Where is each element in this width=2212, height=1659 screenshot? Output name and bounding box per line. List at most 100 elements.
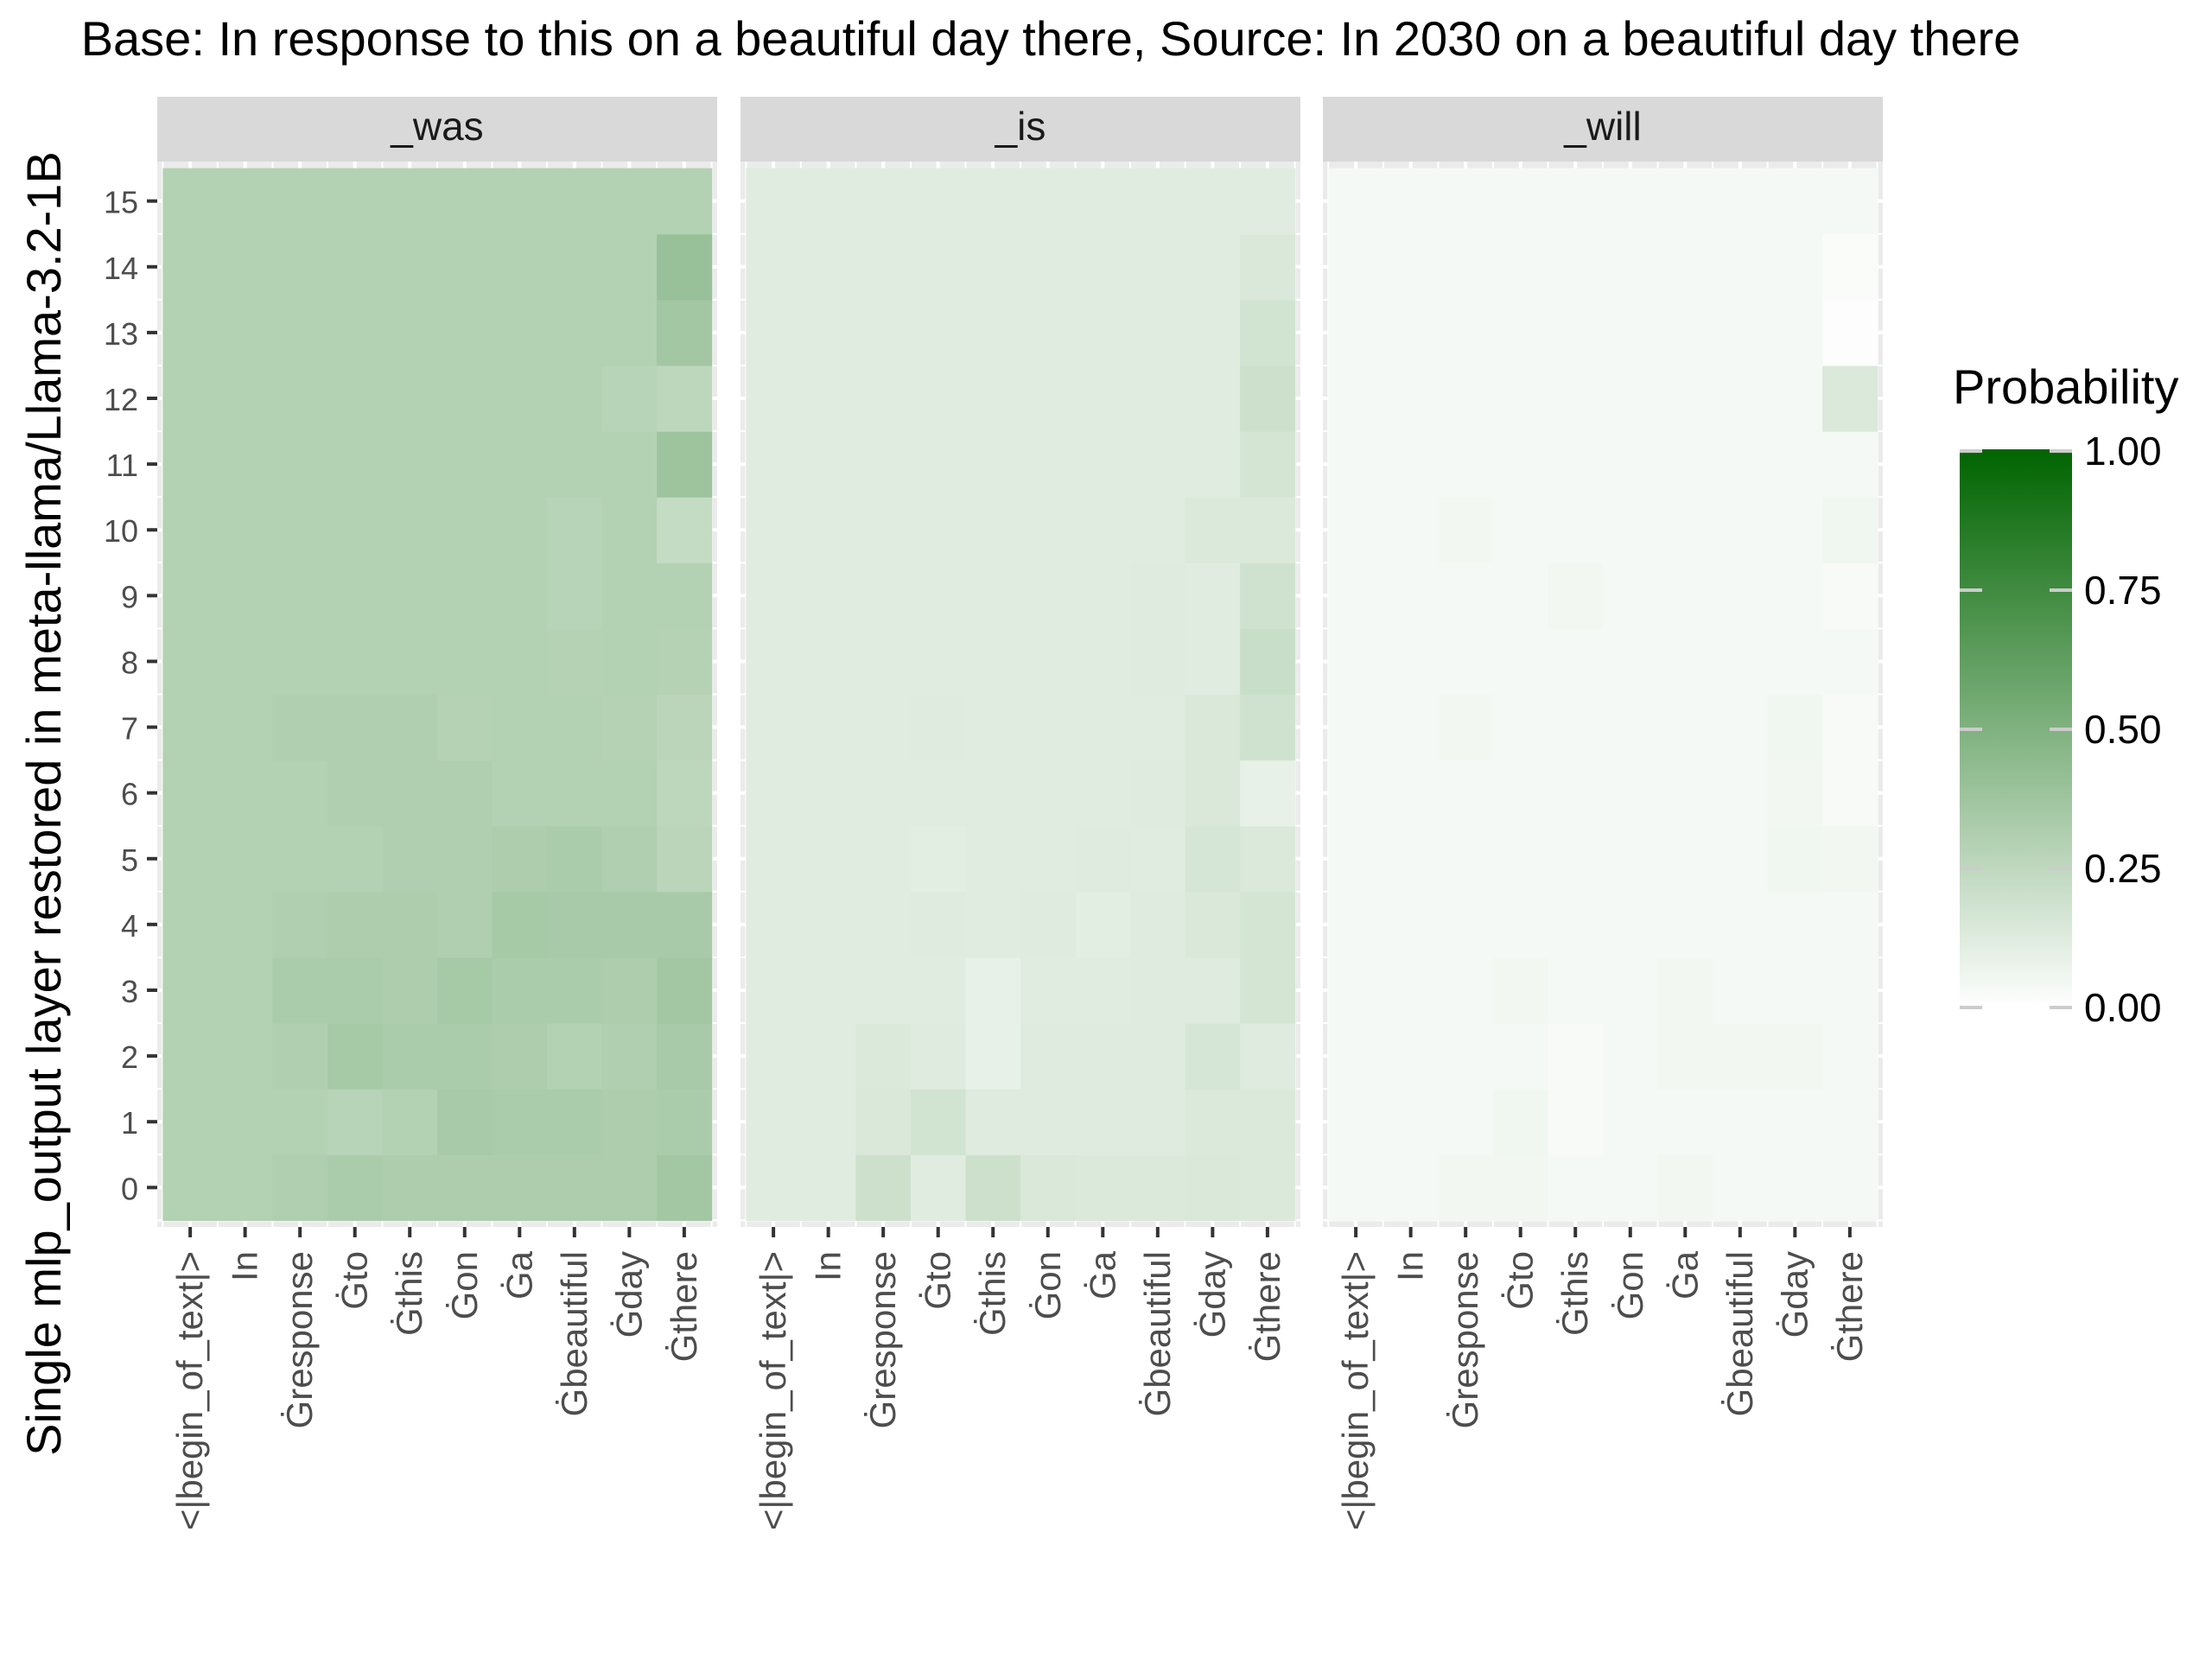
heatmap-cell (657, 168, 713, 235)
heatmap-cell (492, 168, 548, 235)
heatmap-cell (1185, 1089, 1241, 1155)
heatmap-cell (437, 497, 493, 563)
heatmap-cell (1382, 694, 1440, 761)
heatmap-cell (1438, 431, 1494, 498)
heatmap-cell (1492, 957, 1549, 1024)
heatmap-cell (1767, 891, 1823, 958)
heatmap-cell (1328, 365, 1384, 432)
x-tick-label: Ġresponse (1445, 1251, 1485, 1428)
heatmap-cell (327, 825, 384, 893)
heatmap-cell (1075, 233, 1131, 301)
heatmap-cell (1492, 891, 1549, 958)
legend-tick-label: 1.00 (2084, 429, 2162, 474)
heatmap-cell (1548, 1154, 1604, 1221)
heatmap-cell (1130, 563, 1186, 629)
x-tick-label: In (1390, 1251, 1431, 1281)
heatmap-cell (1020, 628, 1077, 696)
heatmap-cell (437, 957, 493, 1024)
heatmap-cell (1713, 365, 1769, 432)
heatmap-cell (1075, 299, 1131, 366)
heatmap-cell (1130, 1154, 1186, 1221)
heatmap-cell (1492, 233, 1549, 301)
heatmap-cell (492, 825, 548, 893)
heatmap-cell (162, 168, 219, 235)
x-tick-label: Ġto (918, 1251, 958, 1310)
heatmap-cell (1603, 1023, 1659, 1090)
heatmap-cell (601, 825, 658, 893)
heatmap-cell (1438, 497, 1494, 563)
heatmap-cell (855, 1023, 912, 1090)
heatmap-cell (1822, 563, 1878, 629)
heatmap-cell (327, 365, 384, 432)
heatmap-cell (1240, 694, 1296, 761)
heatmap-cell (910, 1154, 967, 1221)
heatmap-cell (1240, 1154, 1296, 1221)
heatmap-cell (272, 694, 328, 761)
heatmap-cell (1075, 431, 1131, 498)
heatmap-cell (1328, 825, 1384, 893)
heatmap-cell (492, 431, 548, 498)
heatmap-cell (1822, 1154, 1878, 1221)
heatmap-cell (437, 1023, 493, 1090)
heatmap-cell (1185, 168, 1241, 235)
heatmap-cell (1130, 957, 1186, 1024)
heatmap-cell (1603, 694, 1659, 761)
heatmap-cell (162, 1154, 219, 1221)
heatmap-cell (910, 694, 967, 761)
heatmap-cell (965, 431, 1021, 498)
y-tick-label: 0 (121, 1171, 138, 1206)
heatmap-cell (217, 1154, 274, 1221)
heatmap-cell (1492, 1023, 1549, 1090)
heatmap-cell (217, 891, 274, 958)
heatmap-cell (1328, 1023, 1384, 1090)
heatmap-cell (1020, 825, 1077, 893)
heatmap-cell (547, 957, 603, 1024)
heatmap-cell (657, 760, 713, 827)
heatmap-cell (1492, 825, 1549, 893)
heatmap-cell (1548, 1023, 1604, 1090)
heatmap-cell (910, 825, 967, 893)
legend-tick-label: 0.50 (2084, 707, 2162, 752)
heatmap-cell (1492, 299, 1549, 366)
heatmap-cell (437, 563, 493, 629)
x-tick-label: In (225, 1251, 265, 1281)
heatmap-cell (1240, 1089, 1296, 1155)
heatmap-cell (217, 299, 274, 366)
heatmap-cell (1185, 299, 1241, 366)
heatmap-cell (855, 233, 912, 301)
heatmap-cell (1713, 1023, 1769, 1090)
heatmap-cell (1328, 891, 1384, 958)
heatmap-cell (855, 957, 912, 1024)
heatmap-cell (1185, 891, 1241, 958)
heatmap-cell (1767, 760, 1823, 827)
heatmap-cell (1185, 760, 1241, 827)
heatmap-cell (1767, 1089, 1823, 1155)
heatmap-cell (1438, 760, 1494, 827)
heatmap-cell (437, 233, 493, 301)
heatmap-cell (910, 1089, 967, 1155)
heatmap-cell (855, 168, 912, 235)
heatmap-cell (1328, 957, 1384, 1024)
y-axis-title: Single mlp_output layer restored in meta… (16, 151, 71, 1456)
heatmap-cell (217, 957, 274, 1024)
heatmap-cell (601, 1023, 658, 1090)
heatmap-cell (1822, 168, 1878, 235)
heatmap-cell (1328, 760, 1384, 827)
heatmap-cell (910, 365, 967, 432)
heatmap-cell (1767, 694, 1823, 761)
heatmap-cell (1548, 233, 1604, 301)
heatmap-cell (1328, 233, 1384, 301)
heatmap-cell (272, 1089, 328, 1155)
heatmap-cell (1822, 957, 1878, 1024)
x-tick-label: Ġthere (664, 1251, 704, 1362)
heatmap-cell (1130, 299, 1186, 366)
heatmap-cell (800, 497, 857, 563)
heatmap-cell (217, 1023, 274, 1090)
heatmap-cell (1822, 1089, 1878, 1155)
x-tick-label: Ġday (608, 1251, 649, 1338)
heatmap-cell (657, 1154, 713, 1221)
heatmap-cell (965, 760, 1021, 827)
heatmap-cell (1438, 891, 1494, 958)
heatmap-cell (547, 563, 603, 629)
x-tick-label: Ġday (1774, 1251, 1815, 1338)
